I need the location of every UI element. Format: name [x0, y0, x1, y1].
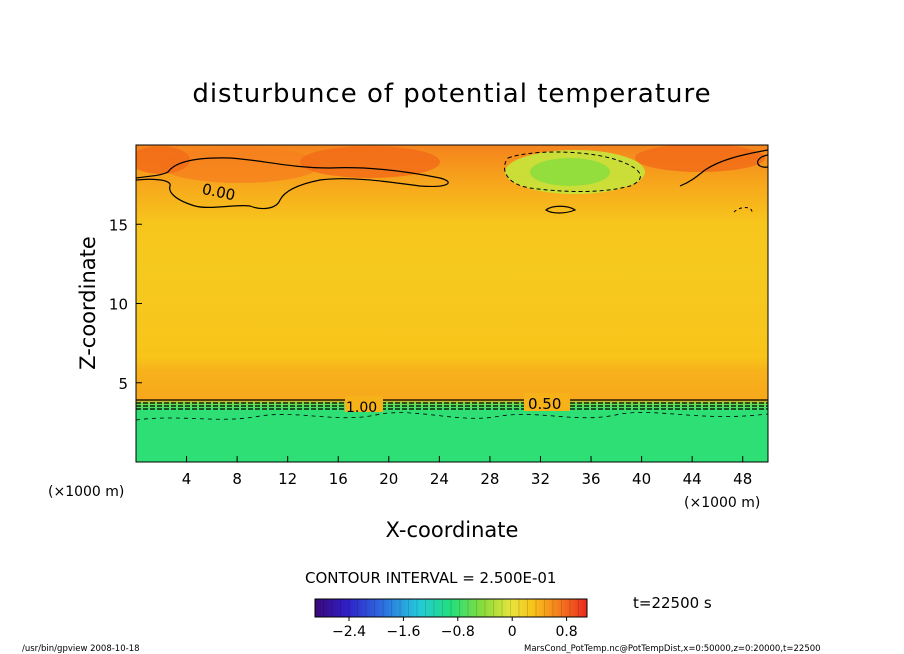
colorbar-fill [315, 599, 587, 617]
colorbar-tick-label: −2.4 [332, 624, 366, 640]
contour-line [544, 205, 577, 214]
x-tick-label: 16 [329, 470, 348, 488]
x-tick-label: 24 [430, 470, 449, 488]
contour-line [136, 157, 449, 210]
plot-area: 0.00 1.00 0.50 4 8 12 16 20 24 28 32 36 40 44 48 51… [109, 144, 769, 488]
x-tick-label: 20 [379, 470, 398, 488]
colorbar-ticks: −2.4 −1.6 −0.8 0 0.8 [332, 617, 578, 640]
contour-line [679, 149, 768, 187]
time-label: t=22500 s [633, 594, 712, 612]
colorbar-tick-label: 0 [508, 624, 517, 640]
chart-title: disturbunce of potential temperature [192, 79, 711, 109]
warm-patch [136, 146, 190, 174]
contour-label: 0.50 [528, 395, 561, 413]
y-tick-label: 10 [109, 296, 128, 314]
x-unit-left: (×1000 m) [48, 484, 124, 500]
colorbar-tick-label: −1.6 [386, 624, 420, 640]
x-axis-label: X-coordinate [386, 518, 519, 542]
footer-right: MarsCond_PotTemp.nc@PotTempDist,x=0:5000… [524, 644, 821, 654]
footer-left: /usr/bin/gpview 2008-10-18 [22, 644, 140, 654]
y-tick-label: 5 [118, 375, 128, 393]
green-patch [530, 158, 610, 186]
x-tick-label: 8 [232, 470, 242, 488]
y-axis-ticks: 5 10 15 [109, 216, 142, 393]
x-tick-label: 36 [581, 470, 600, 488]
colorbar: −2.4 −1.6 −0.8 0 0.8 [314, 598, 588, 640]
colorbar-tick-label: −0.8 [441, 624, 475, 640]
x-axis-ticks: 4 8 12 16 20 24 28 32 36 40 44 48 [182, 456, 752, 488]
x-tick-label: 4 [182, 470, 192, 488]
contour-line-dashed [733, 207, 753, 213]
x-tick-label: 48 [733, 470, 752, 488]
colorbar-frame [314, 598, 588, 618]
warm-patch [635, 145, 765, 172]
x-tick-label: 12 [278, 470, 297, 488]
warm-patch [160, 147, 320, 183]
warm-patch [300, 146, 440, 178]
contour-label-box [524, 393, 570, 411]
colorbar-divisions [323, 599, 579, 617]
x-tick-label: 28 [480, 470, 499, 488]
y-axis-label: Z-coordinate [76, 236, 100, 370]
y-tick-label: 15 [109, 216, 128, 234]
colorbar-tick-label: 0.8 [555, 624, 577, 640]
x-tick-label: 32 [531, 470, 550, 488]
contour-label: 1.00 [346, 400, 377, 416]
field-overlays [136, 145, 768, 421]
contour-line-dashed [504, 151, 641, 192]
contour-label-box [345, 396, 383, 412]
contour-line [756, 154, 768, 168]
x-tick-label: 40 [632, 470, 651, 488]
x-tick-label: 44 [683, 470, 702, 488]
contour-interval-label: CONTOUR INTERVAL = 2.500E-01 [305, 569, 556, 587]
contour-line-dashed [136, 412, 768, 421]
x-unit-right: (×1000 m) [684, 495, 760, 511]
